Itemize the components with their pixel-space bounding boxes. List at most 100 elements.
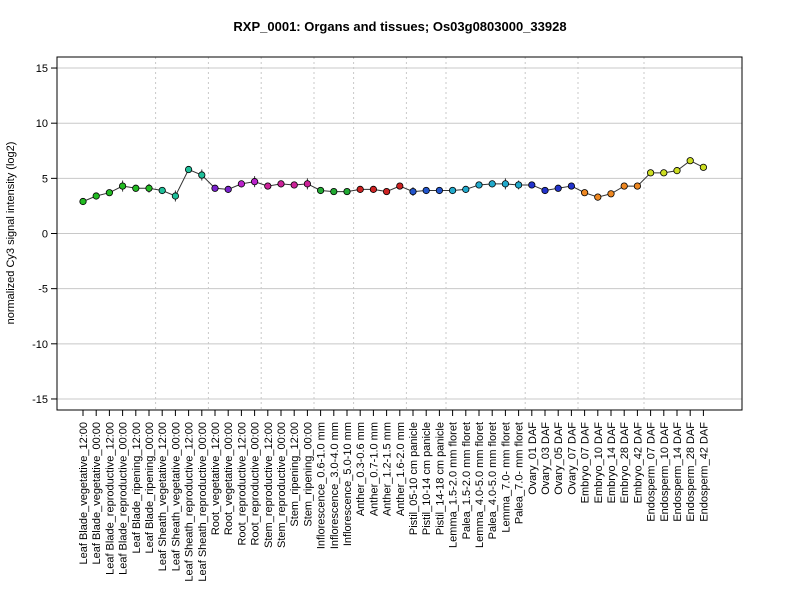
data-point <box>699 163 708 171</box>
data-point <box>132 184 140 192</box>
data-point <box>330 187 338 196</box>
data-point <box>567 182 576 190</box>
data-point <box>185 165 193 174</box>
data-point <box>251 178 259 186</box>
data-point <box>158 186 166 195</box>
x-tick-label: Endosperm_28 DAF <box>685 422 697 522</box>
x-tick-label: Leaf Blade_reproductive_12:00 <box>104 422 116 575</box>
x-tick-label: Anther_1.6-2.0 mm <box>395 422 407 516</box>
data-point <box>290 181 298 189</box>
gridlines <box>57 57 742 410</box>
x-tick-label: Lemma_4.0-5.0 mm floret <box>474 422 486 548</box>
data-point <box>382 187 391 196</box>
y-axis-label: normalized Cy3 signal intensity (log2) <box>5 142 17 325</box>
data-point <box>646 169 655 177</box>
data-point <box>171 192 179 200</box>
data-point <box>119 182 127 190</box>
x-tick-label: Stem_reproductive_00:00 <box>276 422 288 548</box>
data-point <box>528 181 536 189</box>
data-point <box>409 187 417 196</box>
x-tick-label: Stem_reproductive_12:00 <box>263 422 275 548</box>
data-point <box>660 169 668 177</box>
x-axis: Leaf Blade_vegetative_12:00 Leaf Blade_ve… <box>78 410 710 582</box>
data-point <box>607 190 615 198</box>
x-tick-label: Inflorescence_5.0-10 mm <box>342 422 354 546</box>
data-point <box>580 189 589 197</box>
data-point <box>448 186 457 195</box>
x-tick-label: Anther_1.2-1.5 mm <box>382 422 394 516</box>
data-point <box>277 180 285 188</box>
x-tick-label: Ovary_05 DAF <box>553 422 565 495</box>
data-point <box>303 180 311 188</box>
x-tick-label: Pistil_14-18 cm panicle <box>434 422 446 535</box>
data-point <box>92 192 100 200</box>
x-tick-label: Embryo_28 DAF <box>619 422 631 504</box>
x-tick-label: Inflorescence_3.0-4.0 mm <box>329 422 341 549</box>
data-point <box>396 182 404 190</box>
data-point <box>105 189 114 197</box>
x-tick-label: Root_reproductive_00:00 <box>250 422 262 546</box>
x-tick-label: Ovary_01 DAF <box>527 422 539 495</box>
x-tick-label: Embryo_07 DAF <box>580 422 592 504</box>
y-tick-label: -5 <box>38 284 48 296</box>
data-point <box>620 182 628 190</box>
x-tick-label: Endosperm_07 DAF <box>646 422 658 522</box>
data-point <box>633 182 642 190</box>
x-tick-label: Leaf Sheath_vegetative_12:00 <box>157 422 169 571</box>
data-point <box>475 181 483 189</box>
y-tick-label: 10 <box>36 118 48 130</box>
x-tick-label: Lemma_7.0- mm floret <box>500 422 512 533</box>
x-tick-label: Leaf Sheath_reproductive_12:00 <box>184 422 196 582</box>
x-tick-label: Leaf Blade_vegetative_00:00 <box>91 422 103 565</box>
x-tick-label: Leaf Sheath_vegetative_00:00 <box>170 422 182 571</box>
data-point <box>316 186 325 195</box>
data-point <box>462 185 470 193</box>
data-point <box>501 180 509 188</box>
x-tick-label: Endosperm_14 DAF <box>672 422 684 522</box>
x-tick-label: Endosperm_42 DAF <box>698 422 710 522</box>
x-tick-label: Endosperm_10 DAF <box>659 422 671 522</box>
data-points <box>79 157 708 206</box>
data-point <box>514 181 523 189</box>
x-tick-label: Anther_0.7-1.0 mm <box>368 422 380 516</box>
x-tick-label: Embryo_10 DAF <box>593 422 605 504</box>
data-point <box>541 186 549 195</box>
data-point <box>356 185 364 193</box>
y-tick-label: 5 <box>42 173 48 185</box>
data-point <box>343 187 351 196</box>
y-tick-label: 0 <box>42 229 48 241</box>
x-tick-label: Leaf Blade_reproductive_00:00 <box>118 422 130 575</box>
data-point <box>594 193 602 201</box>
x-tick-label: Stem_ripening_00:00 <box>302 422 314 527</box>
x-tick-label: Leaf Blade_ripening_12:00 <box>131 422 143 554</box>
x-tick-label: Root_reproductive_12:00 <box>236 422 248 546</box>
x-tick-label: Embryo_42 DAF <box>632 422 644 504</box>
x-tick-label: Ovary_03 DAF <box>540 422 552 495</box>
x-tick-label: Root_vegetative_00:00 <box>223 422 235 535</box>
x-tick-label: Anther_0.3-0.6 mm <box>355 422 367 516</box>
y-tick-label: -10 <box>32 339 48 351</box>
data-point <box>369 185 377 193</box>
data-point <box>145 184 153 192</box>
x-tick-label: Inflorescence_0.6-1.0 mm <box>316 422 328 549</box>
x-tick-label: Lemma_1.5-2.0 mm floret <box>448 422 460 548</box>
data-point <box>264 182 272 190</box>
y-tick-label: -15 <box>32 394 48 406</box>
x-tick-label: Palea_4.0-5.0 mm floret <box>487 422 499 539</box>
x-tick-label: Leaf Blade_vegetative_12:00 <box>78 422 90 565</box>
data-point <box>435 186 443 195</box>
x-tick-label: Root_vegetative_12:00 <box>210 422 222 535</box>
x-tick-label: Palea_7.0- mm floret <box>514 422 526 524</box>
x-tick-label: Leaf Blade_ripening_00:00 <box>144 422 156 554</box>
data-point <box>198 171 206 179</box>
x-tick-label: Pistil_05-10 cm panicle <box>408 422 420 535</box>
data-point <box>224 185 232 193</box>
data-point <box>79 197 87 206</box>
data-point <box>237 180 245 188</box>
x-tick-label: Stem_ripening_12:00 <box>289 422 301 527</box>
data-point <box>554 184 562 192</box>
data-point <box>211 184 219 192</box>
x-tick-label: Ovary_07 DAF <box>566 422 578 495</box>
data-point <box>673 167 681 175</box>
